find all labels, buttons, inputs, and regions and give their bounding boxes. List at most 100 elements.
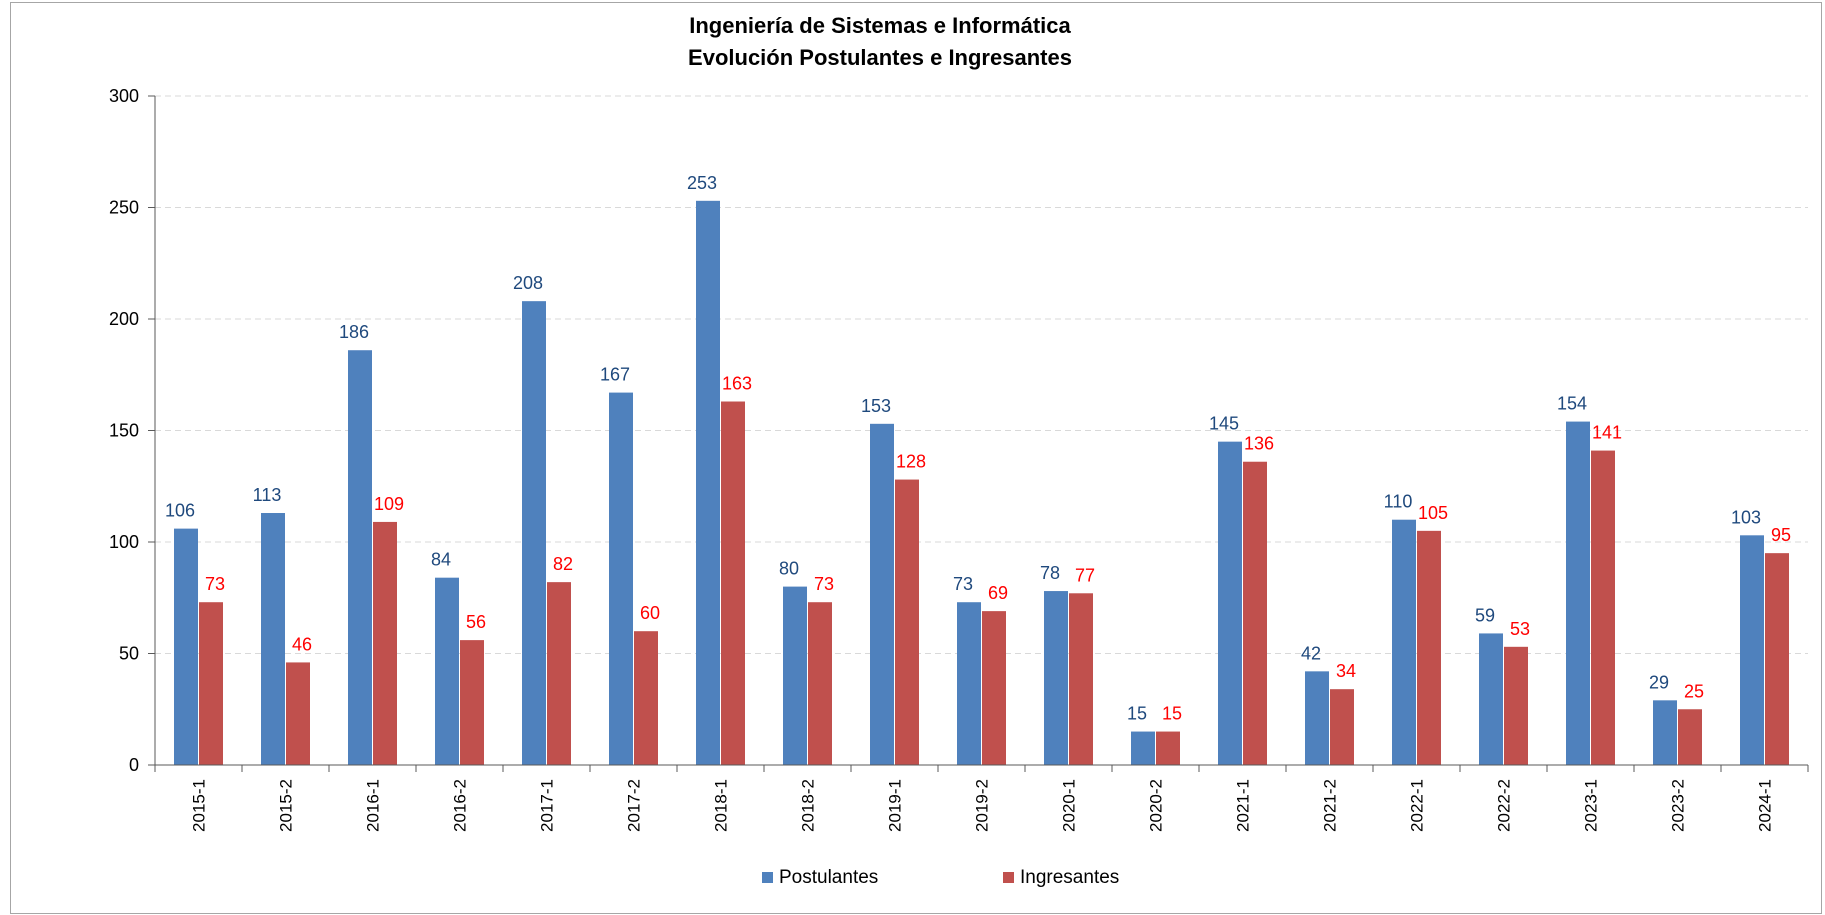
- bar-ingresantes: [895, 479, 919, 765]
- data-label-ingresantes: 95: [1771, 525, 1791, 545]
- x-tick-label: 2021-2: [1321, 779, 1340, 832]
- bar-ingresantes: [721, 401, 745, 765]
- data-label-postulantes: 29: [1649, 672, 1669, 692]
- data-label-postulantes: 145: [1209, 414, 1239, 434]
- bar-postulantes: [1131, 731, 1155, 765]
- bar-ingresantes: [1156, 731, 1180, 765]
- bar-postulantes: [1392, 519, 1416, 765]
- data-label-ingresantes: 163: [722, 374, 752, 394]
- bar-postulantes: [522, 301, 546, 765]
- x-tick-label: 2015-2: [277, 779, 296, 832]
- data-label-postulantes: 167: [600, 365, 630, 385]
- data-label-ingresantes: 69: [988, 583, 1008, 603]
- bar-ingresantes: [982, 611, 1006, 765]
- data-label-postulantes: 73: [953, 574, 973, 594]
- x-tick-label: 2022-2: [1495, 779, 1514, 832]
- bar-ingresantes: [634, 631, 658, 765]
- y-tick-label: 150: [109, 421, 139, 441]
- chart-title-line1: Ingeniería de Sistemas e Informática: [689, 13, 1071, 38]
- data-label-ingresantes: 109: [374, 494, 404, 514]
- y-tick-label: 200: [109, 309, 139, 329]
- x-tick-label: 2019-2: [973, 779, 992, 832]
- legend-swatch-postulantes: [762, 872, 773, 883]
- x-tick-label: 2024-1: [1756, 779, 1775, 832]
- data-label-postulantes: 208: [513, 273, 543, 293]
- y-tick-label: 0: [129, 755, 139, 775]
- bar-postulantes: [435, 577, 459, 765]
- data-label-postulantes: 186: [339, 322, 369, 342]
- bar-ingresantes: [286, 662, 310, 765]
- x-tick-label: 2020-2: [1147, 779, 1166, 832]
- bar-ingresantes: [199, 602, 223, 765]
- gridlines: [155, 95, 1808, 654]
- bar-ingresantes: [460, 640, 484, 765]
- bar-ingresantes: [1678, 709, 1702, 765]
- data-labels: 106 73 113 46 186 109 84 56 208 82 167 60 253 163 80 73…: [165, 173, 1791, 724]
- data-label-ingresantes: 25: [1684, 681, 1704, 701]
- x-tick-label: 2020-1: [1060, 779, 1079, 832]
- legend-label-ingresantes: Ingresantes: [1020, 867, 1119, 888]
- bar-ingresantes: [373, 521, 397, 765]
- data-label-ingresantes: 141: [1592, 423, 1622, 443]
- bar-ingresantes: [1765, 553, 1789, 765]
- data-label-ingresantes: 60: [640, 603, 660, 623]
- x-tick-label: 2017-2: [625, 779, 644, 832]
- x-tick-label: 2015-1: [190, 779, 209, 832]
- legend: Postulantes Ingresantes: [762, 867, 1119, 888]
- data-label-ingresantes: 136: [1244, 434, 1274, 454]
- bar-ingresantes: [1591, 450, 1615, 765]
- bar-ingresantes: [1417, 530, 1441, 765]
- data-label-postulantes: 80: [779, 559, 799, 579]
- bar-postulantes: [957, 602, 981, 765]
- data-label-postulantes: 106: [165, 501, 195, 521]
- bar-postulantes: [1305, 671, 1329, 765]
- bar-postulantes: [1740, 535, 1764, 765]
- data-label-ingresantes: 15: [1162, 704, 1182, 724]
- x-tick-label: 2018-2: [799, 779, 818, 832]
- x-tick-label: 2016-2: [451, 779, 470, 832]
- x-tick-label: 2017-1: [538, 779, 557, 832]
- data-label-ingresantes: 128: [896, 452, 926, 472]
- bar-postulantes: [696, 200, 720, 765]
- legend-label-postulantes: Postulantes: [779, 867, 878, 888]
- chart-frame: [10, 2, 1822, 914]
- data-label-postulantes: 103: [1731, 507, 1761, 527]
- data-label-postulantes: 253: [687, 173, 717, 193]
- data-label-ingresantes: 82: [553, 554, 573, 574]
- y-tick-label: 300: [109, 86, 139, 106]
- data-label-ingresantes: 73: [205, 574, 225, 594]
- data-label-ingresantes: 46: [292, 634, 312, 654]
- bar-ingresantes: [547, 582, 571, 765]
- bar-postulantes: [1566, 421, 1590, 765]
- data-label-postulantes: 59: [1475, 605, 1495, 625]
- x-tick-label: 2016-1: [364, 779, 383, 832]
- y-tick-label: 100: [109, 532, 139, 552]
- x-tick-label: 2023-2: [1669, 779, 1688, 832]
- data-label-postulantes: 84: [431, 550, 451, 570]
- bar-postulantes: [1218, 441, 1242, 765]
- data-label-postulantes: 154: [1557, 394, 1587, 414]
- data-label-ingresantes: 56: [466, 612, 486, 632]
- data-label-postulantes: 113: [253, 485, 282, 505]
- data-label-postulantes: 42: [1301, 643, 1321, 663]
- data-label-postulantes: 78: [1040, 563, 1060, 583]
- bar-ingresantes: [1504, 646, 1528, 765]
- bar-postulantes: [609, 392, 633, 765]
- legend-swatch-ingresantes: [1003, 872, 1014, 883]
- data-label-postulantes: 15: [1127, 704, 1147, 724]
- bar-postulantes: [783, 586, 807, 765]
- bar-postulantes: [348, 350, 372, 765]
- bar-ingresantes: [1069, 593, 1093, 765]
- x-axis-ticks: 2015-1 2015-2 2016-1 2016-2 2017-1 2017-2 2018…: [154, 765, 1809, 832]
- x-tick-label: 2018-1: [712, 779, 731, 832]
- y-tick-label: 250: [109, 198, 139, 218]
- x-tick-label: 2019-1: [886, 779, 905, 832]
- data-label-ingresantes: 34: [1336, 661, 1356, 681]
- bar-postulantes: [870, 423, 894, 765]
- bar-postulantes: [174, 528, 198, 765]
- x-tick-label: 2022-1: [1408, 779, 1427, 832]
- data-label-ingresantes: 53: [1510, 619, 1530, 639]
- bar-postulantes: [1044, 591, 1068, 765]
- data-label-ingresantes: 73: [814, 574, 834, 594]
